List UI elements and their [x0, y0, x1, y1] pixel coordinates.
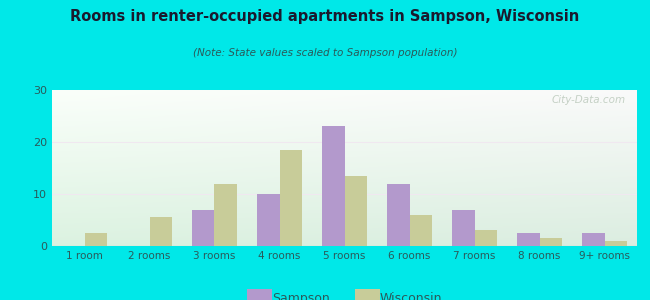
Bar: [192, 210, 215, 246]
Bar: [84, 233, 107, 246]
Legend: Sampson, Wisconsin: Sampson, Wisconsin: [242, 286, 447, 300]
Bar: [387, 184, 410, 246]
Bar: [410, 215, 432, 246]
Bar: [150, 218, 172, 246]
Bar: [517, 233, 540, 246]
Bar: [604, 241, 627, 246]
Text: Rooms in renter-occupied apartments in Sampson, Wisconsin: Rooms in renter-occupied apartments in S…: [70, 9, 580, 24]
Text: City-Data.com: City-Data.com: [551, 95, 625, 105]
Bar: [280, 150, 302, 246]
Bar: [344, 176, 367, 246]
Text: (Note: State values scaled to Sampson population): (Note: State values scaled to Sampson po…: [193, 48, 457, 58]
Bar: [474, 230, 497, 246]
Bar: [322, 126, 344, 246]
Bar: [452, 210, 474, 246]
Bar: [214, 184, 237, 246]
Bar: [257, 194, 280, 246]
Bar: [540, 238, 562, 246]
Bar: [582, 233, 604, 246]
